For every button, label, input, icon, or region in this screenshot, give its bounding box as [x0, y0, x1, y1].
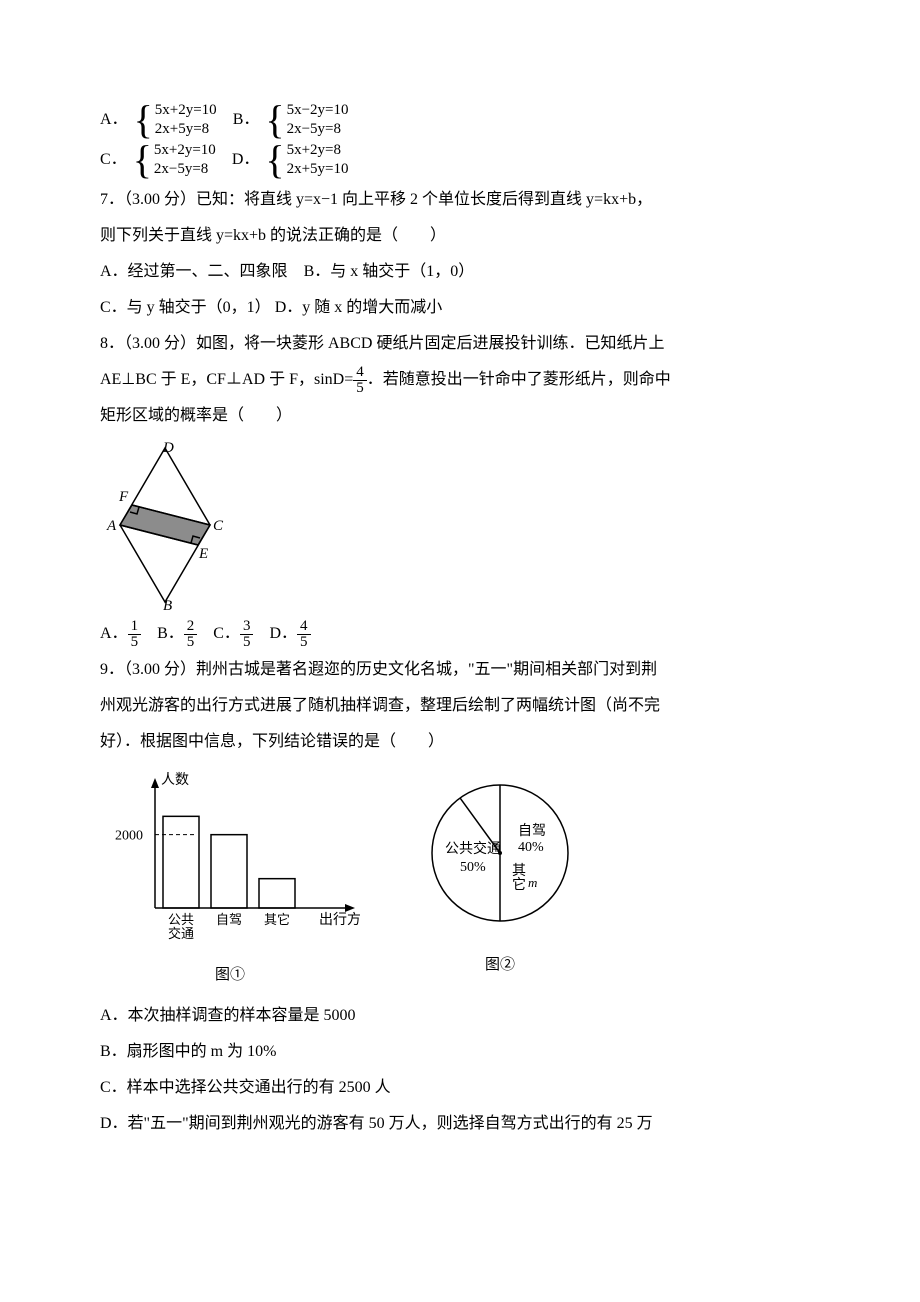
bar-chart: 人数出行方式 2000 公共交通 自驾 其它: [100, 768, 360, 948]
svg-text:50%: 50%: [460, 860, 486, 875]
vertex-a: A: [106, 518, 117, 534]
fraction: 1 5: [128, 619, 142, 650]
q6-option-b: B． { 5x−2y=10 2x−5y=8: [233, 100, 349, 140]
q8-stem2b: ．若随意投出一针命中了菱形纸片，则命中: [367, 364, 671, 396]
q8-stem2: AE⊥BC 于 E，CF⊥AD 于 F，sinD= 4 5 ．若随意投出一针命中…: [100, 364, 820, 396]
option-label: A．: [100, 104, 128, 136]
option-label: B．: [233, 104, 260, 136]
denominator: 5: [128, 635, 142, 650]
vertex-f: F: [118, 489, 129, 505]
option-label: C．: [213, 618, 240, 650]
svg-text:自驾: 自驾: [216, 912, 242, 927]
q9-option-c: C．样本中选择公共交通出行的有 2500 人: [100, 1072, 820, 1104]
eq-line: 2x−5y=8: [287, 120, 349, 140]
vertex-b: B: [163, 598, 172, 610]
q9-option-b: B．扇形图中的 m 为 10%: [100, 1036, 820, 1068]
fraction: 4 5: [297, 619, 311, 650]
brace-icon: {: [133, 140, 152, 180]
option-label: C．: [100, 144, 127, 176]
option-label: A．: [100, 618, 128, 650]
q8-option-a: A． 1 5: [100, 618, 141, 650]
equation-system: { 5x−2y=10 2x−5y=8: [265, 100, 348, 140]
vertex-d: D: [162, 440, 174, 456]
q6-option-a: A． { 5x+2y=10 2x+5y=8: [100, 100, 217, 140]
denominator: 5: [353, 381, 367, 396]
bar-caption: 图①: [100, 960, 360, 990]
svg-text:m: m: [528, 875, 537, 890]
option-label: D．: [232, 144, 260, 176]
q6-option-d: D． { 5x+2y=8 2x+5y=10: [232, 140, 349, 180]
fraction: 3 5: [240, 619, 254, 650]
q7-stem: 7．（3.00 分）已知：将直线 y=x−1 向上平移 2 个单位长度后得到直线…: [100, 184, 820, 216]
numerator: 3: [240, 619, 254, 635]
numerator: 1: [128, 619, 142, 635]
vertex-e: E: [198, 546, 208, 562]
svg-text:2000: 2000: [115, 829, 143, 844]
equation-system: { 5x+2y=10 2x+5y=8: [134, 100, 217, 140]
bar-chart-wrap: 人数出行方式 2000 公共交通 自驾 其它 图①: [100, 768, 360, 990]
svg-text:自驾: 自驾: [518, 823, 546, 839]
q8-option-d: D． 4 5: [269, 618, 310, 650]
q7-options-row1: A．经过第一、二、四象限 B．与 x 轴交于（1，0）: [100, 256, 820, 288]
numerator: 4: [353, 365, 367, 381]
vertex-c: C: [213, 518, 224, 534]
svg-text:其它: 其它: [264, 912, 290, 927]
svg-text:40%: 40%: [518, 840, 544, 855]
q9-option-a: A．本次抽样调查的样本容量是 5000: [100, 1000, 820, 1032]
q8-stem1: 8．（3.00 分）如图，将一块菱形 ABCD 硬纸片固定后进展投针训练．已知纸…: [100, 328, 820, 360]
q6-options-row1: A． { 5x+2y=10 2x+5y=8 B． { 5x−2y=10 2x−5…: [100, 100, 820, 140]
q7-stem2: 则下列关于直线 y=kx+b 的说法正确的是（ ）: [100, 220, 820, 252]
q6-options-row2: C． { 5x+2y=10 2x−5y=8 D． { 5x+2y=8 2x+5y…: [100, 140, 820, 180]
eq-line: 2x−5y=8: [154, 160, 216, 180]
q9-stem3: 好）．根据图中信息，下列结论错误的是（ ）: [100, 726, 820, 758]
numerator: 4: [297, 619, 311, 635]
svg-text:交通: 交通: [168, 926, 194, 941]
denominator: 5: [240, 635, 254, 650]
denominator: 5: [184, 635, 198, 650]
brace-icon: {: [265, 140, 284, 180]
q9-option-d: D．若"五一"期间到荆州观光的游客有 50 万人，则选择自驾方式出行的有 25 …: [100, 1108, 820, 1140]
numerator: 2: [184, 619, 198, 635]
svg-text:它: 它: [512, 876, 526, 893]
rhombus-figure: D A C B F E: [100, 440, 230, 610]
eq-line: 5x+2y=10: [154, 141, 216, 161]
q8-option-c: C． 3 5: [213, 618, 253, 650]
q7-option-a: A．经过第一、二、四象限: [100, 263, 288, 280]
eq-line: 5x+2y=8: [287, 141, 349, 161]
svg-text:其: 其: [512, 863, 526, 879]
brace-icon: {: [265, 100, 284, 140]
option-label: B．: [157, 618, 184, 650]
q9-stem1: 9．（3.00 分）荆州古城是著名遐迩的历史文化名城，"五一"期间相关部门对到荆: [100, 654, 820, 686]
eq-line: 5x+2y=10: [155, 101, 217, 121]
q7-options-row2: C．与 y 轴交于（0，1） D．y 随 x 的增大而减小: [100, 292, 820, 324]
pie-caption: 图②: [410, 950, 590, 980]
fraction: 2 5: [184, 619, 198, 650]
svg-text:出行方式: 出行方式: [319, 912, 360, 928]
q8-options: A． 1 5 B． 2 5 C． 3 5 D． 4 5: [100, 618, 820, 650]
fraction: 4 5: [353, 365, 367, 396]
q8-stem3: 矩形区域的概率是（ ）: [100, 400, 820, 432]
q8-option-b: B． 2 5: [157, 618, 197, 650]
eq-line: 5x−2y=10: [287, 101, 349, 121]
equation-system: { 5x+2y=8 2x+5y=10: [265, 140, 348, 180]
q9-stem2: 州观光游客的出行方式进展了随机抽样调查，整理后绘制了两幅统计图（尚不完: [100, 690, 820, 722]
pie-chart: 公共交通 50% 自驾40% 其它m: [410, 768, 590, 938]
denominator: 5: [297, 635, 311, 650]
q9-charts: 人数出行方式2000公共交通自驾其它 图① 公共交通50%自驾40%其它m 图②: [100, 768, 820, 990]
pie-chart-wrap: 公共交通 50% 自驾40% 其它m 图②: [410, 768, 590, 980]
svg-text:公共: 公共: [168, 912, 194, 927]
q8-stem2a: AE⊥BC 于 E，CF⊥AD 于 F，sinD=: [100, 364, 353, 396]
svg-text:人数: 人数: [161, 772, 189, 788]
q7-option-d: D．y 随 x 的增大而减小: [275, 299, 443, 316]
equation-system: { 5x+2y=10 2x−5y=8: [133, 140, 216, 180]
q7-option-b: B．与 x 轴交于（1，0）: [304, 263, 475, 280]
eq-line: 2x+5y=10: [287, 160, 349, 180]
q7-option-c: C．与 y 轴交于（0，1）: [100, 299, 271, 316]
q6-option-c: C． { 5x+2y=10 2x−5y=8: [100, 140, 216, 180]
eq-line: 2x+5y=8: [155, 120, 217, 140]
svg-text:公共交通: 公共交通: [445, 840, 501, 857]
option-label: D．: [269, 618, 297, 650]
brace-icon: {: [134, 100, 153, 140]
